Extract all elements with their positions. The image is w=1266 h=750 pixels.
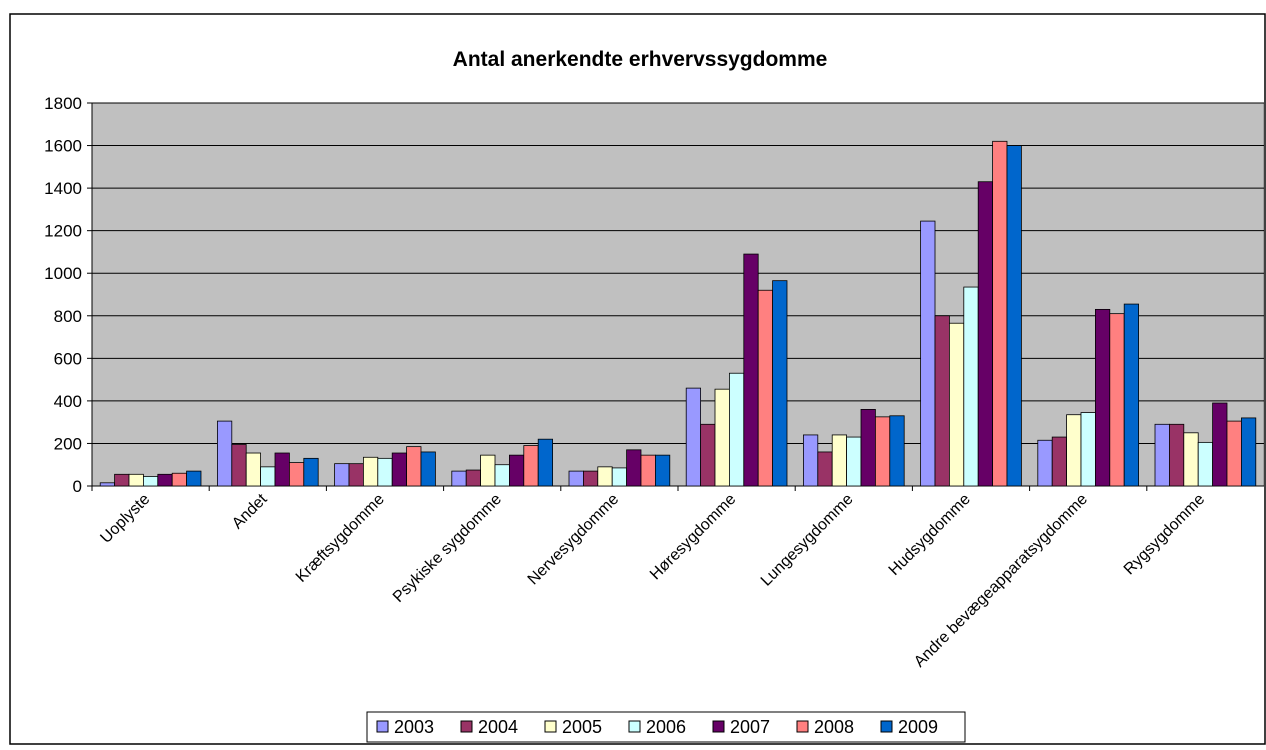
- bar: [377, 457, 393, 487]
- bar: [1123, 303, 1139, 487]
- bar: [508, 454, 525, 487]
- bar: [171, 472, 187, 487]
- legend-label: 2005: [562, 717, 602, 737]
- bar: [817, 451, 833, 487]
- bar: [963, 286, 979, 487]
- bar: [1183, 432, 1199, 487]
- y-tick-label: 800: [54, 307, 82, 326]
- bar: [99, 482, 116, 487]
- bar: [1226, 420, 1242, 487]
- legend-swatch: [628, 720, 641, 733]
- bar: [1080, 412, 1096, 487]
- y-tick-label: 1200: [44, 222, 82, 241]
- bar: [157, 473, 173, 487]
- bar: [363, 456, 379, 487]
- bar: [772, 280, 788, 487]
- y-tick-label: 200: [54, 434, 82, 453]
- y-tick-label: 400: [54, 392, 82, 411]
- bar: [1006, 145, 1022, 487]
- legend-swatch: [712, 720, 725, 733]
- legend-label: 2006: [646, 717, 686, 737]
- legend-swatch: [460, 720, 473, 733]
- bar: [757, 289, 773, 487]
- bar: [743, 253, 759, 487]
- legend-swatch: [376, 720, 389, 733]
- bar: [611, 467, 627, 487]
- bar: [537, 438, 553, 487]
- bar: [934, 315, 950, 487]
- bar: [217, 420, 233, 487]
- bar: [860, 408, 876, 487]
- bar: [583, 470, 599, 487]
- bar: [245, 452, 262, 487]
- bar: [1197, 441, 1213, 487]
- bar: [114, 473, 130, 487]
- chart-title: Antal anerkendte erhvervssygdomme: [453, 48, 828, 71]
- bar: [889, 415, 905, 487]
- bar: [831, 434, 848, 487]
- y-tick-label: 1400: [44, 179, 82, 198]
- y-tick-label: 1800: [44, 94, 82, 113]
- y-tick-label: 1000: [44, 264, 82, 283]
- bar: [729, 372, 745, 487]
- bar: [391, 452, 407, 487]
- bar: [465, 469, 482, 487]
- bar: [992, 140, 1008, 487]
- bar: [920, 220, 936, 487]
- bar: [626, 449, 642, 487]
- bar: [480, 454, 496, 487]
- bar: [420, 451, 436, 487]
- bar: [260, 466, 276, 487]
- legend-swatch: [880, 720, 893, 733]
- legend-label: 2004: [478, 717, 518, 737]
- bar: [406, 446, 422, 487]
- bar: [274, 452, 290, 487]
- bar: [1169, 423, 1185, 487]
- bar: [640, 454, 656, 487]
- bar: [494, 464, 510, 487]
- bar: [714, 388, 730, 487]
- bar: [685, 387, 702, 487]
- legend-label: 2008: [814, 717, 854, 737]
- bar: [334, 463, 350, 487]
- bar: [451, 470, 467, 487]
- bar: [1066, 414, 1082, 487]
- bar: [523, 445, 539, 487]
- bar: [700, 423, 716, 487]
- bar: [597, 466, 613, 487]
- bar: [186, 470, 202, 487]
- bar: [1051, 436, 1068, 487]
- bar: [1109, 313, 1125, 487]
- bar: [846, 436, 862, 487]
- bar: [1037, 439, 1053, 487]
- y-tick-label: 600: [54, 349, 82, 368]
- bar: [1154, 423, 1170, 487]
- bar: [231, 444, 247, 487]
- legend-swatch: [796, 720, 809, 733]
- bar: [654, 454, 671, 487]
- bar: [288, 462, 305, 487]
- bar: [803, 434, 819, 487]
- bar: [303, 457, 319, 487]
- bar: [1212, 402, 1228, 487]
- bar: [1094, 308, 1111, 487]
- bar: [568, 470, 584, 487]
- legend-label: 2007: [730, 717, 770, 737]
- y-tick-label: 0: [73, 477, 82, 496]
- bar: [977, 181, 993, 487]
- legend-label: 2003: [394, 717, 434, 737]
- legend-label: 2009: [898, 717, 938, 737]
- bar: [949, 322, 965, 487]
- bar: [874, 416, 891, 487]
- legend-swatch: [544, 720, 557, 733]
- bar: [1240, 417, 1257, 487]
- y-tick-label: 1600: [44, 137, 82, 156]
- bar: [143, 476, 159, 487]
- bar: [348, 463, 364, 487]
- bar: [128, 473, 144, 487]
